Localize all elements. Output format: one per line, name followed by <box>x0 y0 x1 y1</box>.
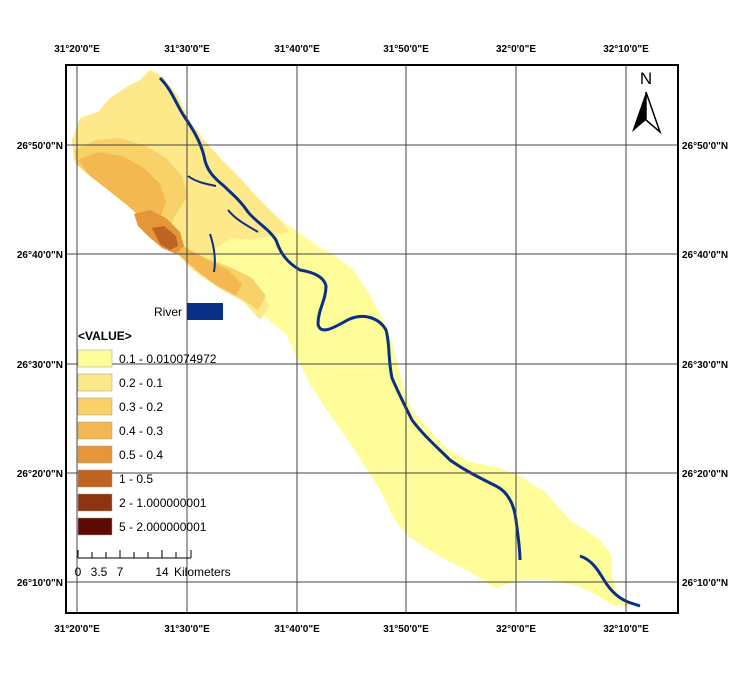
bottom-lon-label-0: 31°20'0"E <box>54 624 100 635</box>
top-longitude-labels: 31°20'0"E 31°30'0"E 31°40'0"E 31°50'0"E … <box>54 44 649 55</box>
north-arrow-label: N <box>640 69 652 88</box>
right-lat-label-0: 26°50'0"N <box>682 141 728 152</box>
bottom-longitude-labels: 31°20'0"E 31°30'0"E 31°40'0"E 31°50'0"E … <box>54 624 649 635</box>
legend: River <VALUE> 0.1 - 0.010074972 0.2 - 0.… <box>77 303 223 536</box>
scale-tick-1: 3.5 <box>91 565 108 579</box>
map-body <box>65 64 679 614</box>
scale-bar: 0 3.5 7 14 Kilometers <box>75 550 231 579</box>
top-lon-label-5: 32°10'0"E <box>603 44 649 55</box>
legend-swatch-1 <box>77 373 113 392</box>
legend-label-6: 2 - 1.000000001 <box>119 496 207 510</box>
left-latitude-labels: 26°50'0"N 26°40'0"N 26°30'0"N 26°20'0"N … <box>17 141 63 589</box>
legend-swatch-2 <box>77 397 113 416</box>
top-lon-label-2: 31°40'0"E <box>274 44 320 55</box>
bottom-lon-label-1: 31°30'0"E <box>164 624 210 635</box>
graticule <box>66 65 678 613</box>
left-lat-label-3: 26°20'0"N <box>17 469 63 480</box>
left-lat-label-4: 26°10'0"N <box>17 578 63 589</box>
legend-label-2: 0.3 - 0.2 <box>119 400 163 414</box>
scale-tick-3: 14 <box>155 565 169 579</box>
bottom-lon-label-3: 31°50'0"E <box>383 624 429 635</box>
river-line <box>158 76 641 608</box>
legend-label-1: 0.2 - 0.1 <box>119 376 163 390</box>
scale-tick-2: 7 <box>117 565 124 579</box>
legend-label-0: 0.1 - 0.010074972 <box>119 352 217 366</box>
right-lat-label-2: 26°30'0"N <box>682 360 728 371</box>
left-lat-label-1: 26°40'0"N <box>17 250 63 261</box>
legend-label-5: 1 - 0.5 <box>119 472 153 486</box>
scale-tick-0: 0 <box>75 565 82 579</box>
top-lon-label-1: 31°30'0"E <box>164 44 210 55</box>
legend-swatch-0 <box>77 349 113 368</box>
legend-title: <VALUE> <box>78 329 132 343</box>
legend-label-3: 0.4 - 0.3 <box>119 424 163 438</box>
region-class-1 <box>152 226 178 250</box>
legend-swatch-7 <box>77 517 113 536</box>
top-lon-label-4: 32°0'0"E <box>496 44 536 55</box>
legend-swatch-6 <box>77 493 113 512</box>
top-lon-label-3: 31°50'0"E <box>383 44 429 55</box>
left-lat-label-0: 26°50'0"N <box>17 141 63 152</box>
bottom-lon-label-5: 32°10'0"E <box>603 624 649 635</box>
legend-swatch-5 <box>77 469 113 488</box>
right-lat-label-3: 26°20'0"N <box>682 469 728 480</box>
right-lat-label-4: 26°10'0"N <box>682 578 728 589</box>
right-lat-label-1: 26°40'0"N <box>682 250 728 261</box>
legend-swatch-3 <box>77 421 113 440</box>
bottom-lon-label-4: 32°0'0"E <box>496 624 536 635</box>
bottom-lon-label-2: 31°40'0"E <box>274 624 320 635</box>
legend-label-4: 0.5 - 0.4 <box>119 448 163 462</box>
legend-label-7: 5 - 2.000000001 <box>119 520 207 534</box>
legend-river-label: River <box>154 305 182 319</box>
map-frame <box>65 64 679 614</box>
top-lon-label-0: 31°20'0"E <box>54 44 100 55</box>
legend-swatch-4 <box>77 445 113 464</box>
north-arrow-icon: N <box>632 69 662 135</box>
legend-river-swatch <box>187 303 223 320</box>
left-lat-label-2: 26°30'0"N <box>17 360 63 371</box>
scale-unit: Kilometers <box>174 565 231 579</box>
river-side-channel <box>187 175 259 273</box>
right-latitude-labels: 26°50'0"N 26°40'0"N 26°30'0"N 26°20'0"N … <box>682 141 728 589</box>
